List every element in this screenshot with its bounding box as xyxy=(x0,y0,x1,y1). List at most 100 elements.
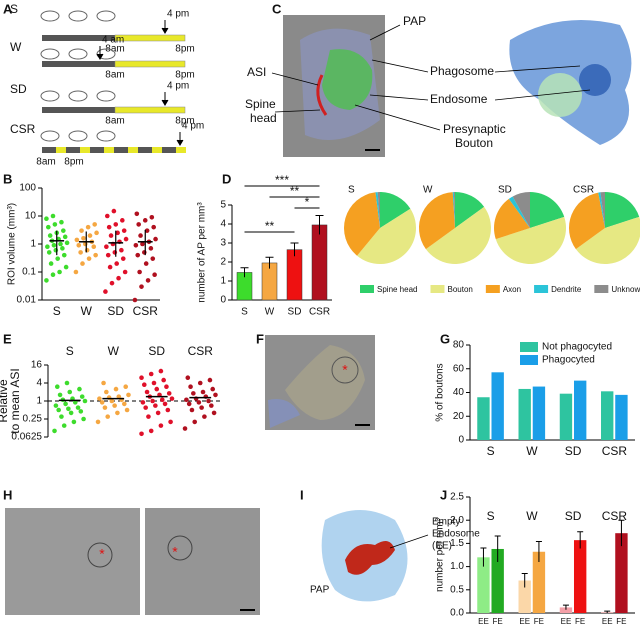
label-pap: PAP xyxy=(310,585,330,596)
point xyxy=(116,275,121,281)
point xyxy=(112,403,117,408)
asi-overlay xyxy=(316,74,328,116)
point xyxy=(50,213,56,219)
panel-letter: D xyxy=(222,171,231,186)
animal-icon xyxy=(68,130,88,142)
error-bar xyxy=(315,214,324,235)
time-label: 8am xyxy=(36,157,55,168)
category-label: W xyxy=(108,344,120,358)
x-tick-label: W xyxy=(265,307,275,318)
error-bar xyxy=(290,242,299,257)
point xyxy=(153,403,158,408)
time-label: 8am xyxy=(105,116,124,127)
x-tick-label: CSR xyxy=(309,307,330,318)
point xyxy=(162,401,168,407)
bar-label: EE xyxy=(478,617,489,626)
pie-slice xyxy=(598,192,605,228)
point xyxy=(92,222,97,227)
category-label: SD xyxy=(148,344,165,358)
error-bar xyxy=(521,573,528,588)
point xyxy=(145,278,151,283)
pie-label: S xyxy=(348,185,355,196)
dark-phase xyxy=(66,147,80,153)
point xyxy=(139,284,144,289)
y-tick-label: 0.1 xyxy=(22,267,36,278)
error-bar xyxy=(494,535,501,562)
point xyxy=(151,224,156,230)
label-asi: ASI xyxy=(247,65,266,79)
x-tick-label: SD xyxy=(288,307,302,318)
pie-slice xyxy=(344,192,380,256)
point xyxy=(44,278,49,283)
pie-slice xyxy=(452,192,455,228)
dark-phase xyxy=(42,35,115,41)
legend-swatch xyxy=(430,285,445,293)
point xyxy=(67,389,73,395)
point xyxy=(149,214,155,220)
x-tick-label: CSR xyxy=(602,444,628,458)
point xyxy=(72,400,78,405)
point xyxy=(146,414,151,419)
pie-slice xyxy=(357,208,416,265)
point xyxy=(189,407,195,413)
endosome xyxy=(167,535,193,561)
point xyxy=(61,423,67,428)
animal-icon xyxy=(68,10,88,22)
point xyxy=(71,419,77,425)
point xyxy=(52,428,57,434)
point xyxy=(202,414,207,419)
y-tick-label: 0 xyxy=(220,295,226,306)
group-label: S xyxy=(487,509,495,523)
point xyxy=(197,380,203,386)
point xyxy=(47,233,53,238)
point xyxy=(115,410,120,416)
bouton-overlay xyxy=(285,345,365,420)
legend-swatch xyxy=(485,285,500,293)
point xyxy=(140,241,145,247)
x-tick-label: W xyxy=(526,444,538,458)
animal-icon xyxy=(68,90,88,102)
point xyxy=(116,394,122,399)
panel-letter: E xyxy=(3,331,12,346)
light-phase xyxy=(104,147,114,153)
point xyxy=(50,272,56,278)
time-arrow-label: 4 pm xyxy=(167,9,189,20)
legend-swatch xyxy=(594,285,609,293)
point xyxy=(63,401,68,407)
time-label: 8pm xyxy=(175,70,194,81)
legend-label: Axon xyxy=(503,285,521,294)
legend-swatch xyxy=(520,342,538,352)
bar-label: FE xyxy=(534,617,544,626)
y-tick-label: 100 xyxy=(19,183,36,194)
time-arrow xyxy=(96,46,104,60)
y-tick-label: 1.5 xyxy=(450,538,464,549)
animal-icon xyxy=(96,130,116,142)
bar xyxy=(559,607,573,613)
y-tick-label: 0.0 xyxy=(450,608,464,619)
endosome xyxy=(87,542,113,568)
time-arrow xyxy=(161,92,169,106)
point xyxy=(109,398,115,404)
y-tick-label: 0.01 xyxy=(17,295,37,306)
point xyxy=(119,247,124,253)
light-phase xyxy=(114,60,186,68)
y-tick-label: 5 xyxy=(220,200,226,211)
point xyxy=(44,216,49,222)
y-tick-label: 16 xyxy=(31,360,43,371)
legend-label: Phagocyted xyxy=(542,355,595,366)
pie-slice xyxy=(512,191,530,228)
bar-label: FE xyxy=(493,617,503,626)
bar-label: FE xyxy=(575,617,585,626)
y-tick-label: 1 xyxy=(30,239,36,250)
error-bar xyxy=(562,604,569,610)
point xyxy=(85,224,91,230)
light-phase xyxy=(128,147,138,153)
y-tick-label: 0.5 xyxy=(450,584,464,595)
point xyxy=(105,213,110,219)
y-axis-label: Relative xyxy=(0,379,10,423)
point xyxy=(99,400,105,405)
y-tick-label: 4 xyxy=(220,219,226,230)
label-spine: head xyxy=(250,111,277,125)
pie-slice xyxy=(380,192,411,228)
point xyxy=(165,407,171,413)
